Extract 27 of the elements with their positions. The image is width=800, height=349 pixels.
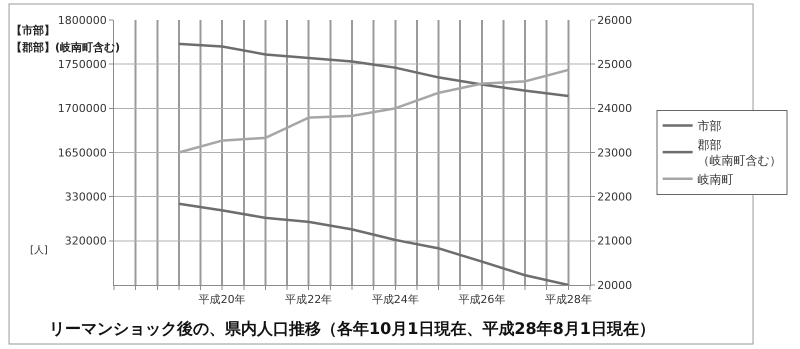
y-tick-label: 1700000 bbox=[58, 102, 107, 116]
y-tick-label: 1650000 bbox=[58, 146, 107, 160]
line-series bbox=[178, 42, 570, 98]
y2-tick-label: 25000 bbox=[597, 58, 632, 72]
x-tick-label: 平成26年 bbox=[458, 293, 506, 306]
y2-tick-label: 21000 bbox=[597, 234, 632, 248]
y3-tick-label: 320000 bbox=[64, 234, 107, 248]
legend-label: 郡部（岐南町含む） bbox=[698, 138, 782, 168]
y2-tick-label: 24000 bbox=[597, 102, 632, 116]
y2-tick-label: 22000 bbox=[597, 190, 632, 204]
x-tick-label: 平成20年 bbox=[198, 293, 246, 306]
text: 【市部】 bbox=[11, 24, 55, 37]
y-axis-title: [人] bbox=[30, 245, 48, 256]
y2-tick-label: 23000 bbox=[597, 146, 632, 160]
legend-label: 岐南町 bbox=[698, 172, 734, 186]
y-tick-label: 1750000 bbox=[58, 58, 107, 72]
x-tick-label: 平成28年 bbox=[544, 293, 592, 306]
y2-tick-label: 20000 bbox=[597, 278, 632, 292]
annotation: 【郡部】(岐南町含む) bbox=[11, 41, 120, 54]
legend-label: 市部 bbox=[698, 119, 722, 134]
x-tick-label: 平成22年 bbox=[285, 293, 332, 306]
x-tick-label: 平成24年 bbox=[372, 293, 419, 306]
y3-tick-label: 330000 bbox=[64, 190, 107, 204]
text: リーマンショック後の、県内人口推移（各年10月1日現在、平成28年8月1日現在） bbox=[49, 319, 655, 338]
y2-tick-label: 26000 bbox=[597, 14, 632, 27]
line-series bbox=[178, 202, 570, 285]
y-tick-label: 1800000 bbox=[58, 14, 107, 27]
